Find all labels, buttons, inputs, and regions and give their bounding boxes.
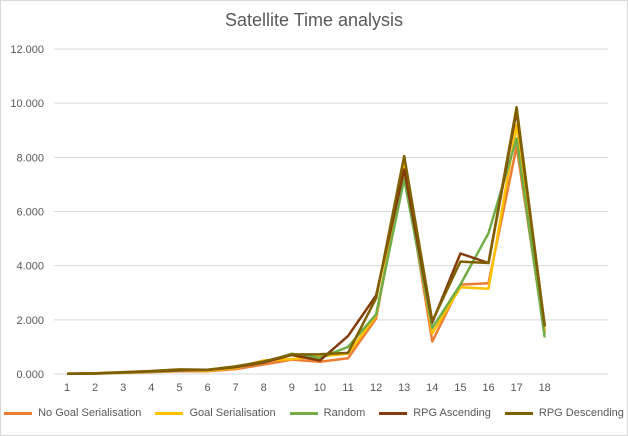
x-tick-label: 9 xyxy=(289,382,295,394)
x-tick-label: 17 xyxy=(510,382,522,394)
legend-label: No Goal Serialisation xyxy=(38,407,142,419)
x-tick-label: 3 xyxy=(120,382,126,394)
legend-item: No Goal Serialisation xyxy=(4,407,141,419)
series-lines xyxy=(66,105,546,375)
x-tick-label: 10 xyxy=(314,382,326,394)
x-tick-label: 18 xyxy=(539,382,551,394)
legend: No Goal Serialisation Goal Serialisation R… xyxy=(0,407,628,419)
x-tick-label: 5 xyxy=(176,382,182,394)
legend-item: Random xyxy=(289,407,366,419)
x-tick-label: 11 xyxy=(342,382,353,394)
legend-swatch xyxy=(379,411,408,415)
legend-label: Goal Serialisation xyxy=(189,407,276,419)
x-tick-label: 13 xyxy=(398,382,410,394)
x-tick-label: 2 xyxy=(92,382,98,394)
x-tick-label: 7 xyxy=(233,382,239,394)
x-tick-label: 8 xyxy=(261,382,267,394)
y-axis-tick-labels: 0.000 2.000 4.000 6.000 8.000 10.000 12.000 xyxy=(10,44,44,381)
series-line-random xyxy=(66,137,546,375)
y-tick-label: 12.000 xyxy=(10,44,44,56)
legend-item: Goal Serialisation xyxy=(155,407,276,419)
x-tick-label: 1 xyxy=(64,382,70,394)
x-tick-label: 12 xyxy=(370,382,382,394)
y-tick-label: 8.000 xyxy=(16,152,44,164)
legend-label: Random xyxy=(323,407,366,419)
x-axis-tick-labels: 1 2 3 4 5 6 7 8 9 10 11 12 13 14 15 16 17 18 xyxy=(64,382,551,394)
y-tick-label: 10.000 xyxy=(10,98,44,110)
legend-swatch xyxy=(155,411,184,415)
x-tick-label: 15 xyxy=(454,382,466,394)
legend-label: RPG Ascending xyxy=(413,407,491,419)
y-tick-label: 0.000 xyxy=(16,369,44,381)
legend-swatch xyxy=(289,411,318,415)
y-tick-label: 6.000 xyxy=(16,207,44,219)
legend-swatch xyxy=(504,411,533,415)
y-tick-label: 2.000 xyxy=(16,315,44,327)
x-tick-label: 14 xyxy=(426,382,438,394)
legend-label: RPG Descending xyxy=(538,407,624,419)
series-line-rpg-descending xyxy=(66,105,546,375)
legend-item: RPG Descending xyxy=(504,407,624,419)
chart-title: Satellite Time analysis xyxy=(224,10,404,30)
gridlines xyxy=(54,48,608,375)
x-tick-label: 6 xyxy=(204,382,210,394)
x-tick-label: 4 xyxy=(148,382,154,394)
legend-item: RPG Ascending xyxy=(379,407,491,419)
series-line-rpg-ascending xyxy=(66,110,546,375)
legend-swatch xyxy=(4,411,33,415)
series-line-goal-serialisation xyxy=(66,123,546,375)
x-tick-label: 16 xyxy=(482,382,494,394)
y-tick-label: 4.000 xyxy=(16,261,44,273)
